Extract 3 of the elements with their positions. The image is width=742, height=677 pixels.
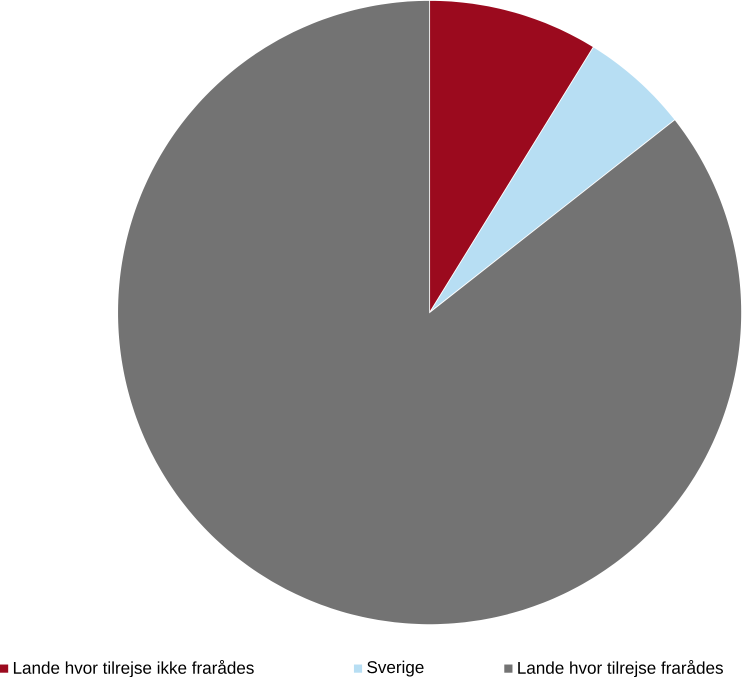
legend-label: Lande hvor tilrejse ikke frarådes xyxy=(14,660,254,677)
legend-label: Lande hvor tilrejse frarådes xyxy=(518,660,723,677)
legend-label: Sverige xyxy=(367,660,424,676)
